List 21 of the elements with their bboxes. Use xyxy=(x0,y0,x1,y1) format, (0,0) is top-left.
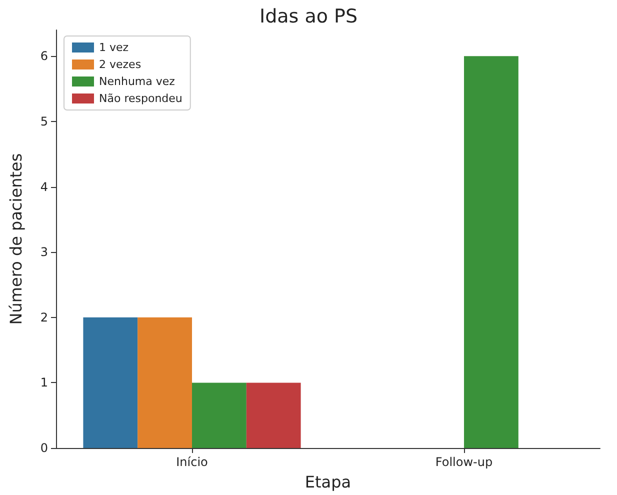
x-tick-label: Início xyxy=(176,455,208,469)
bar xyxy=(246,382,301,448)
legend-label: Nenhuma vez xyxy=(99,75,176,88)
y-tick-label: 1 xyxy=(40,376,48,390)
legend-label: 2 vezes xyxy=(99,58,142,71)
y-tick-label: 4 xyxy=(40,180,48,194)
y-axis-title: Número de pacientes xyxy=(6,153,26,325)
bar xyxy=(83,317,138,448)
y-tick-label: 6 xyxy=(40,49,48,64)
y-tick-label: 0 xyxy=(40,441,48,455)
x-axis-title: Etapa xyxy=(304,472,352,492)
bar xyxy=(464,56,518,448)
y-tick-label: 2 xyxy=(40,310,48,324)
x-tick-label: Follow-up xyxy=(435,455,493,469)
bar xyxy=(192,382,246,448)
chart-title: Idas ao PS xyxy=(259,6,358,28)
legend-label: 1 vez xyxy=(99,41,129,54)
legend-label: Não respondeu xyxy=(99,92,182,105)
y-tick-label: 3 xyxy=(40,245,48,260)
bar xyxy=(138,317,192,448)
y-tick-label: 5 xyxy=(40,114,48,128)
